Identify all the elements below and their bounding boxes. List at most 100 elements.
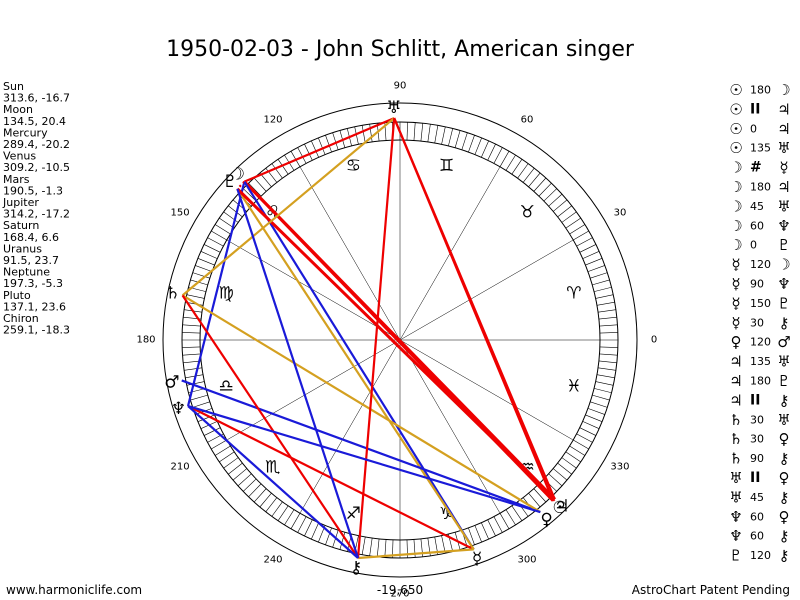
band-tick <box>214 224 231 235</box>
aspect-kind: 180 <box>750 84 771 97</box>
band-tick <box>557 462 572 475</box>
aspect-from: ☉ <box>729 120 742 138</box>
aspect-kind: # <box>750 160 762 176</box>
band-tick <box>599 332 618 334</box>
band-tick <box>290 513 301 529</box>
planet-glyph: ♅ <box>386 98 401 118</box>
band-tick <box>548 193 563 207</box>
aspect-line <box>236 180 246 190</box>
band-tick <box>487 519 496 537</box>
aspect-line <box>393 117 556 500</box>
planet-position: 197.3, -5.3 <box>3 277 63 290</box>
sign-glyph: ♋ <box>346 156 361 176</box>
aspect-to: ♇ <box>777 372 790 390</box>
aspect-kind: 45 <box>750 200 764 213</box>
band-tick <box>195 265 213 272</box>
aspect-to: ♅ <box>777 197 790 215</box>
band-tick <box>528 493 541 508</box>
sign-glyph: ♈ <box>566 283 581 303</box>
planet-glyph: ☽ <box>230 165 245 185</box>
band-tick <box>311 522 319 540</box>
band-tick <box>448 128 454 147</box>
aspect-to: ♅ <box>777 353 790 371</box>
aspect-kind: 120 <box>750 258 771 271</box>
aspect-from: ☽ <box>729 217 742 235</box>
aspect-kind: 60 <box>750 219 764 232</box>
band-tick <box>211 230 227 241</box>
band-tick <box>461 132 468 150</box>
band-tick <box>598 316 617 320</box>
aspect-to: ♀ <box>779 508 790 526</box>
aspect-kind: 150 <box>750 297 771 310</box>
degree-label: 0 <box>651 335 657 346</box>
planet-position: 168.4, 6.6 <box>3 231 59 244</box>
aspect-to: ⚷ <box>779 527 790 545</box>
planet-glyph: ♂ <box>164 372 179 392</box>
aspect-kind: II <box>750 392 760 408</box>
planet-name: Saturn <box>3 219 39 232</box>
band-tick <box>219 451 235 463</box>
band-tick <box>517 163 529 179</box>
aspect-line <box>187 405 359 559</box>
aspect-kind: II <box>750 101 760 117</box>
band-tick <box>311 140 319 158</box>
band-tick <box>304 143 313 161</box>
band-tick <box>468 135 475 153</box>
band-tick <box>228 205 243 218</box>
band-tick <box>569 445 586 456</box>
aspect-to: ♆ <box>777 217 790 235</box>
band-tick <box>325 135 332 153</box>
sign-glyph: ♎ <box>219 377 234 397</box>
band-tick <box>271 163 283 179</box>
band-tick <box>253 488 267 503</box>
degree-label: 180 <box>136 335 155 346</box>
band-tick <box>186 381 205 386</box>
aspect-kind: 135 <box>750 142 771 155</box>
aspect-to: ⚷ <box>779 488 790 506</box>
band-tick <box>493 147 503 164</box>
aspect-from: ☉ <box>729 100 742 118</box>
aspect-line <box>186 181 246 407</box>
aspect-from: ☽ <box>729 178 742 196</box>
band-tick <box>182 324 201 327</box>
planet-glyph: ☉ <box>552 498 567 518</box>
aspect-to: ♂ <box>777 333 790 351</box>
band-tick <box>493 516 503 533</box>
band-tick <box>593 286 612 292</box>
band-tick <box>533 488 547 503</box>
degree-label: 60 <box>521 115 534 126</box>
aspect-kind: 120 <box>750 549 771 562</box>
aspect-from: ☿ <box>731 256 740 274</box>
aspect-line <box>356 117 396 559</box>
band-tick <box>192 401 210 408</box>
band-tick <box>528 172 541 187</box>
band-tick <box>598 367 616 371</box>
band-tick <box>197 414 215 422</box>
aspect-line <box>181 294 541 513</box>
degree-label: 90 <box>394 81 407 92</box>
aspect-from: ♆ <box>729 527 742 545</box>
band-tick <box>186 294 205 299</box>
band-tick <box>207 237 224 247</box>
aspect-line <box>181 117 395 297</box>
aspect-line <box>236 188 360 559</box>
aspect-from: ♃ <box>729 372 742 390</box>
planet-glyph: ♀ <box>540 510 552 530</box>
planet-glyph: ☿ <box>472 549 482 569</box>
band-tick <box>182 346 201 348</box>
band-tick <box>219 217 235 229</box>
degree-label: 270 <box>390 589 409 600</box>
aspect-from: ☿ <box>731 314 740 332</box>
footer-left: www.harmoniclife.com <box>6 583 142 597</box>
footer-right: AstroChart Patent Pending <box>632 583 790 597</box>
band-tick <box>582 251 600 259</box>
planet-name: Pluto <box>3 289 31 302</box>
band-tick <box>505 509 516 526</box>
band-tick <box>182 332 201 334</box>
aspect-from: ☿ <box>731 294 740 312</box>
band-tick <box>361 125 366 144</box>
band-tick <box>599 346 618 348</box>
degree-label: 120 <box>263 115 282 126</box>
band-tick <box>511 505 523 521</box>
